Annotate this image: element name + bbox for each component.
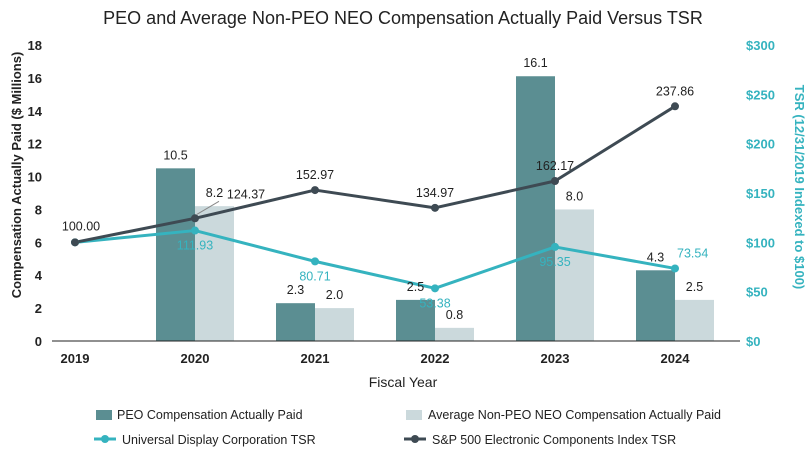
y-tick-right: $0	[746, 334, 760, 349]
chart-title: PEO and Average Non-PEO NEO Compensation…	[103, 8, 703, 28]
bar-neo	[675, 299, 714, 341]
bar-peo	[156, 168, 195, 341]
bar-label-peo: 10.5	[163, 148, 187, 162]
y-axis-left-label: Compensation Actually Paid ($ Millions)	[9, 52, 24, 299]
bar-label-neo: 2.0	[326, 288, 343, 302]
bar-peo	[276, 303, 315, 341]
marker-udc-tsr	[191, 226, 199, 235]
legend-swatch-peo	[96, 410, 112, 420]
line-label-sp500: 152.97	[296, 168, 334, 182]
y-axis-right-label: TSR (12/31/2019 Indexed to $100)	[792, 85, 806, 289]
marker-udc-tsr	[671, 264, 679, 273]
y-tick-right: $150	[746, 186, 775, 201]
marker-sp500-tsr	[311, 186, 319, 195]
x-tick-label: 2022	[421, 351, 450, 366]
y-tick-left: 10	[28, 170, 42, 185]
bar-label-neo: 8.0	[566, 189, 583, 203]
legend-label-sp: S&P 500 Electronic Components Index TSR	[432, 433, 676, 447]
x-tick-label: 2019	[61, 351, 90, 366]
line-label-sp500: 237.86	[656, 84, 694, 98]
bar-label-neo: 8.2	[206, 186, 223, 200]
legend: PEO Compensation Actually Paid Average N…	[94, 408, 721, 447]
y-tick-left: 0	[35, 334, 42, 349]
bar-neo	[195, 206, 234, 341]
labels-layer: 10.5 2.3 2.5 16.1 4.3 8.2 2.0 0.8 8.0 2.5 111.93 80…	[62, 56, 708, 322]
bar-neo	[315, 308, 354, 341]
lines-layer	[71, 102, 679, 293]
leader-line-124-37	[196, 200, 220, 215]
x-tick-label: 2021	[301, 351, 330, 366]
y-tick-right: $200	[746, 137, 775, 152]
legend-swatch-neo	[406, 410, 422, 420]
bar-label-peo: 2.3	[287, 283, 304, 297]
y-tick-right: $300	[746, 38, 775, 53]
y-tick-left: 12	[28, 137, 42, 152]
legend-label-peo: PEO Compensation Actually Paid	[117, 408, 303, 422]
legend-marker-udc	[101, 435, 109, 443]
marker-sp500-tsr	[71, 238, 79, 247]
legend-marker-sp	[411, 435, 419, 443]
bar-label-neo: 0.8	[446, 308, 463, 322]
bar-label-neo: 2.5	[686, 280, 703, 294]
line-label-udc: 53.38	[419, 296, 450, 310]
bar-label-peo: 16.1	[523, 56, 547, 70]
x-tick-label: 2020	[181, 351, 210, 366]
bars-layer	[156, 76, 714, 341]
bar-neo	[435, 327, 474, 341]
bar-label-peo: 2.5	[407, 280, 424, 294]
line-label-sp500: 124.37	[227, 187, 265, 201]
y-tick-right: $250	[746, 87, 775, 102]
marker-udc-tsr	[431, 284, 439, 293]
marker-sp500-tsr	[671, 102, 679, 111]
y-tick-left: 16	[28, 71, 42, 86]
y-tick-left: 18	[28, 38, 42, 53]
marker-sp500-tsr	[551, 176, 559, 185]
line-label-udc: 73.54	[677, 246, 708, 260]
y-tick-left: 14	[28, 104, 43, 119]
y-tick-right: $50	[746, 285, 768, 300]
line-udc-tsr	[74, 229, 676, 290]
y-tick-left: 4	[35, 268, 43, 283]
line-sp500-tsr	[74, 105, 676, 244]
x-axis-label: Fiscal Year	[369, 374, 438, 390]
axes-layer: 0 2 4 6 8 10 12 14 16 18 $0 $50 $100 $150 $200 $250 $300…	[28, 38, 775, 366]
y-tick-left: 6	[35, 235, 42, 250]
bar-label-peo: 4.3	[647, 250, 664, 264]
line-label-udc: 95.35	[539, 255, 570, 269]
marker-sp500-tsr	[191, 214, 199, 223]
bar-neo	[555, 209, 594, 341]
line-label-udc: 80.71	[299, 269, 330, 283]
x-tick-label: 2024	[661, 351, 691, 366]
line-label-sp500: 134.97	[416, 186, 454, 200]
bar-peo	[636, 270, 675, 341]
marker-udc-tsr	[311, 257, 319, 266]
marker-udc-tsr	[551, 242, 559, 251]
legend-label-neo: Average Non-PEO NEO Compensation Actuall…	[428, 408, 721, 422]
y-tick-left: 8	[35, 202, 42, 217]
line-label-sp500: 100.00	[62, 219, 100, 233]
bar-peo	[516, 76, 555, 341]
bar-peo	[396, 299, 435, 341]
marker-sp500-tsr	[431, 203, 439, 212]
y-tick-left: 2	[35, 301, 42, 316]
line-label-sp500: 162.17	[536, 159, 574, 173]
legend-label-udc: Universal Display Corporation TSR	[122, 433, 316, 447]
y-tick-right: $100	[746, 235, 775, 250]
x-tick-label: 2023	[541, 351, 570, 366]
line-label-udc: 111.93	[177, 239, 213, 253]
